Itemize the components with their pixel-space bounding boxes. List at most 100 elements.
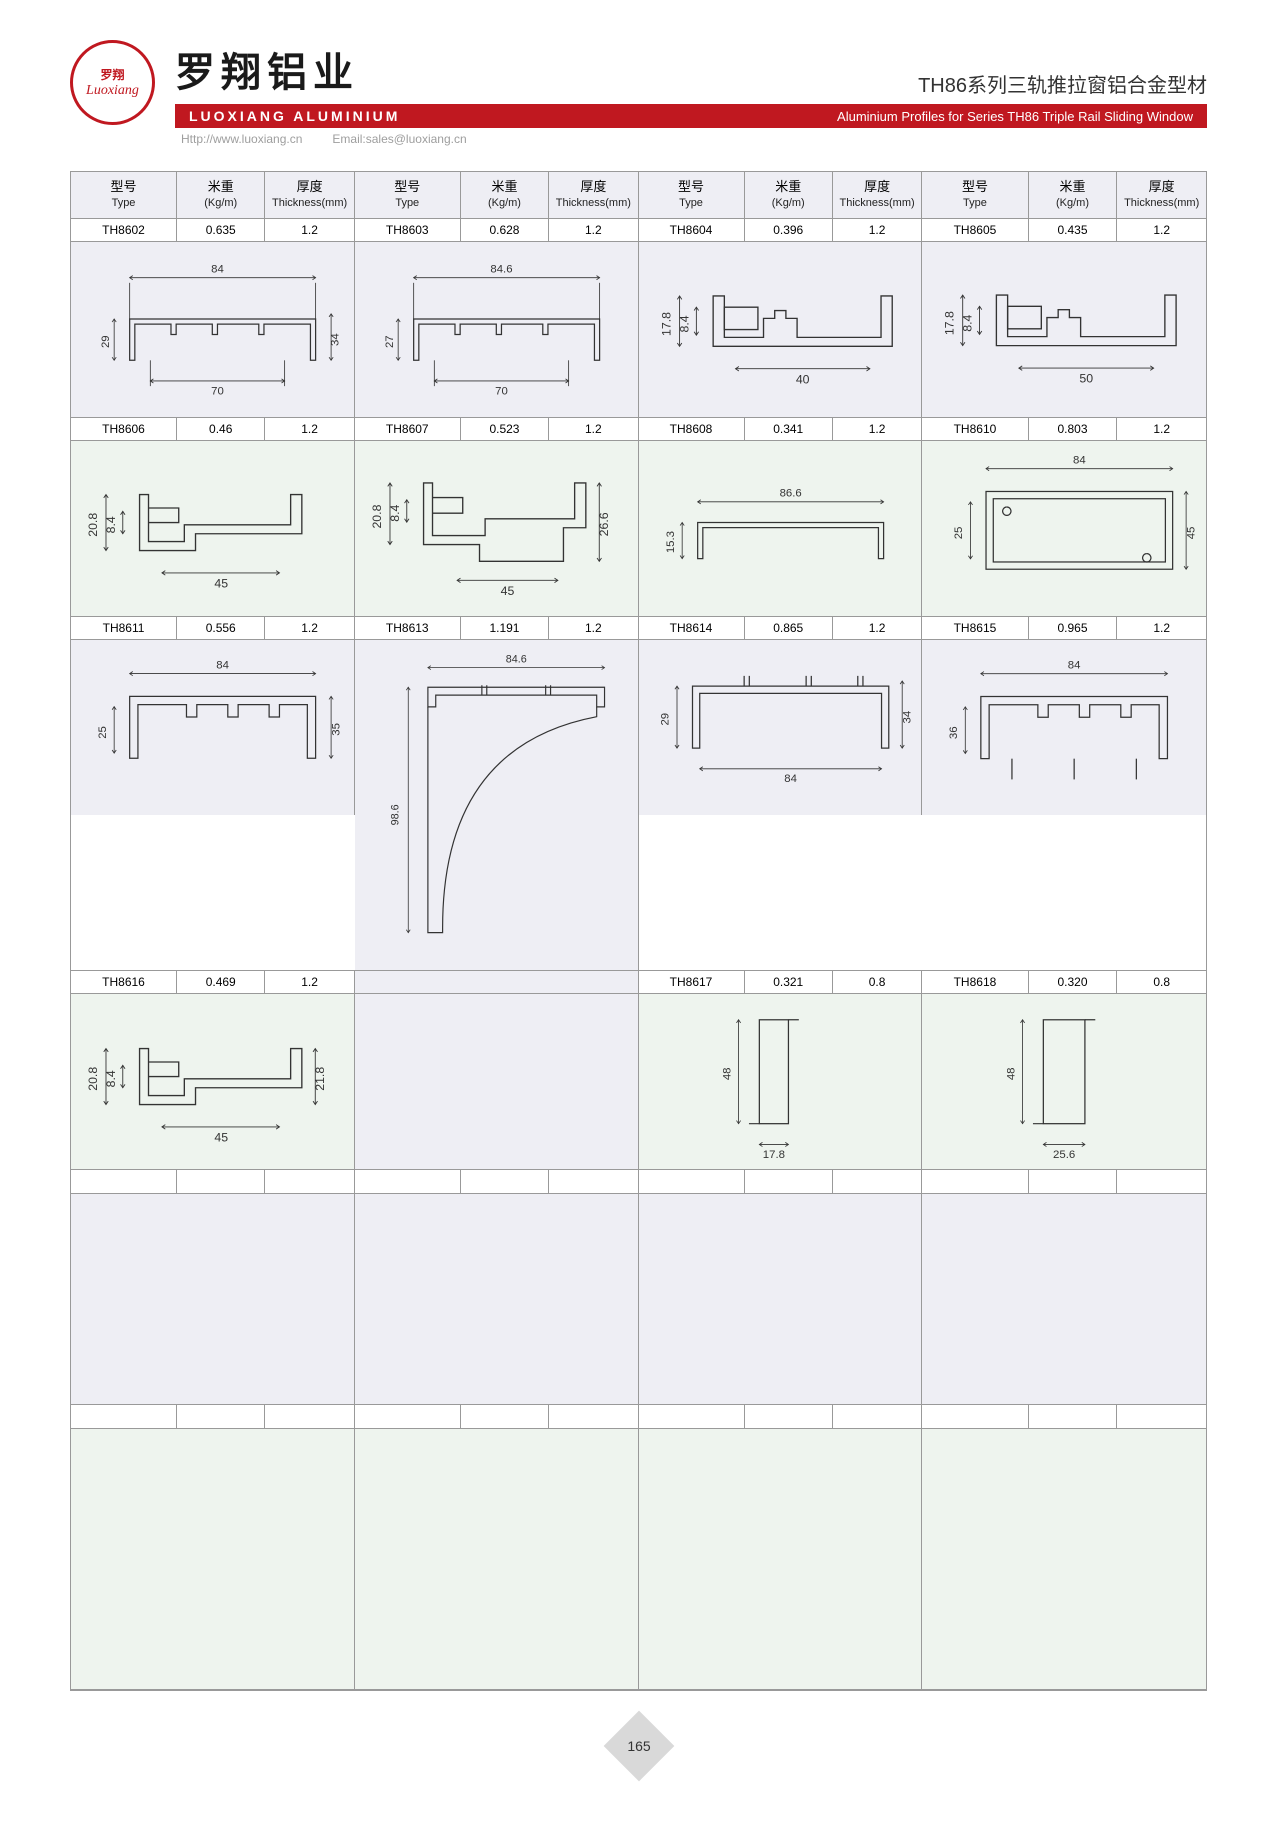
spec-cell: TH86080.3411.2	[639, 418, 923, 440]
spec-type: TH8608	[639, 418, 745, 440]
drawing-cell: 17.8 8.4 50	[922, 242, 1206, 417]
spec-type: TH8607	[355, 418, 461, 440]
column-header: 米重(Kg/m)	[461, 172, 549, 218]
rows-container: TH86020.6351.2TH86030.6281.2TH86040.3961…	[71, 219, 1206, 1171]
svg-text:34: 34	[329, 333, 341, 346]
empty-drawing-row	[71, 1194, 1206, 1405]
brand-cn: 罗翔铝业	[175, 40, 359, 98]
column-header: 米重(Kg/m)	[177, 172, 265, 218]
svg-text:45: 45	[214, 576, 228, 590]
svg-text:8.4: 8.4	[104, 516, 118, 533]
column-header: 型号Type	[639, 172, 745, 218]
title-en: Aluminium Profiles for Series TH86 Tripl…	[837, 109, 1193, 124]
svg-text:48: 48	[721, 1067, 733, 1080]
svg-text:34: 34	[901, 710, 913, 723]
spec-weight: 0.396	[745, 219, 833, 241]
svg-text:84: 84	[216, 659, 229, 671]
spec-cell: TH86140.8651.2	[639, 617, 923, 639]
spec-type: TH8617	[639, 971, 745, 993]
svg-text:84: 84	[784, 773, 797, 785]
drawing-cell: 84 25 45	[922, 441, 1206, 616]
svg-text:35: 35	[330, 723, 342, 736]
drawing-cell: 20.8 8.4 26.6 45	[355, 441, 639, 616]
spec-weight: 0.341	[745, 418, 833, 440]
drawing-cell: 84.6 27 70	[355, 242, 639, 417]
svg-text:17.8: 17.8	[659, 311, 673, 335]
spec-cell: TH86020.6351.2	[71, 219, 355, 241]
spec-row: TH86060.461.2TH86070.5231.2TH86080.3411.…	[71, 418, 1206, 441]
spec-thick: 0.8	[1117, 971, 1206, 993]
svg-text:25: 25	[97, 726, 109, 739]
spec-type: TH8610	[922, 418, 1028, 440]
brand-en: LUOXIANG ALUMINIUM	[189, 108, 400, 124]
svg-text:50: 50	[1080, 372, 1094, 386]
spec-type: TH8602	[71, 219, 177, 241]
svg-text:29: 29	[659, 712, 671, 725]
spec-cell: TH86040.3961.2	[639, 219, 923, 241]
svg-text:20.8: 20.8	[370, 505, 384, 529]
empty-drawing-row	[71, 1429, 1206, 1690]
drawing-row: 84 25 35 84.6 98.6 29 34 84 84 36	[71, 640, 1206, 972]
drawing-cell: 86.6 15.3	[639, 441, 923, 616]
empty-spec-row	[71, 1170, 1206, 1194]
spec-weight: 0.628	[461, 219, 549, 241]
spec-row: TH86110.5561.2TH86131.1911.2TH86140.8651…	[71, 617, 1206, 640]
svg-text:25: 25	[954, 527, 966, 540]
column-header: 厚度Thickness(mm)	[833, 172, 921, 218]
spec-cell	[355, 971, 639, 993]
page: 罗翔 Luoxiang 罗翔铝业 TH86系列三轨推拉窗铝合金型材 LUOXIA…	[0, 0, 1277, 1831]
spec-cell: TH86070.5231.2	[355, 418, 639, 440]
spec-weight: 0.321	[745, 971, 833, 993]
table-header-row: 型号Type米重(Kg/m)厚度Thickness(mm)型号Type米重(Kg…	[71, 172, 1206, 219]
spec-type: TH8611	[71, 617, 177, 639]
spec-thick: 1.2	[833, 418, 921, 440]
spec-cell: TH86060.461.2	[71, 418, 355, 440]
svg-text:84: 84	[1068, 659, 1081, 671]
spec-weight: 0.865	[745, 617, 833, 639]
logo-en: Luoxiang	[86, 83, 139, 99]
spec-thick: 0.8	[833, 971, 921, 993]
spec-thick: 1.2	[265, 617, 353, 639]
svg-text:27: 27	[384, 335, 396, 348]
svg-text:84.6: 84.6	[490, 263, 512, 275]
column-header: 米重(Kg/m)	[1029, 172, 1118, 218]
svg-text:26.6: 26.6	[597, 513, 611, 537]
svg-text:84.6: 84.6	[505, 654, 526, 666]
drawing-row: 20.8 8.4 45 20.8 8.4 26.6 45 86.6 15.3 8…	[71, 441, 1206, 617]
spec-thick: 1.2	[1117, 418, 1206, 440]
page-number: 165	[614, 1721, 664, 1771]
spec-cell: TH86160.4691.2	[71, 971, 355, 993]
column-header: 型号Type	[922, 172, 1028, 218]
svg-text:8.4: 8.4	[104, 1070, 118, 1087]
url: Http://www.luoxiang.cn	[181, 132, 302, 146]
spec-cell: TH86050.4351.2	[922, 219, 1206, 241]
column-header: 厚度Thickness(mm)	[1117, 172, 1206, 218]
svg-text:15.3: 15.3	[664, 531, 676, 553]
drawing-cell: 84 36	[922, 640, 1206, 815]
svg-text:8.4: 8.4	[388, 505, 402, 522]
svg-text:29: 29	[100, 335, 112, 348]
header: 罗翔 Luoxiang 罗翔铝业 TH86系列三轨推拉窗铝合金型材 LUOXIA…	[70, 40, 1207, 146]
logo-cn: 罗翔	[100, 66, 124, 83]
svg-text:17.8: 17.8	[943, 311, 957, 335]
spec-thick: 1.2	[1117, 219, 1206, 241]
spec-weight: 0.320	[1029, 971, 1118, 993]
spec-weight: 0.46	[177, 418, 265, 440]
page-number-wrap: 165	[70, 1721, 1207, 1771]
drawing-cell: 48 17.8	[639, 994, 923, 1169]
header-right: 罗翔铝业 TH86系列三轨推拉窗铝合金型材 LUOXIANG ALUMINIUM…	[175, 40, 1207, 146]
svg-text:45: 45	[214, 1130, 228, 1144]
drawing-cell: 17.8 8.4 40	[639, 242, 923, 417]
svg-text:8.4: 8.4	[677, 315, 691, 332]
svg-text:48: 48	[1005, 1067, 1017, 1080]
spec-type: TH8605	[922, 219, 1028, 241]
drawing-row: 84 29 34 70 84.6 27 70 17.8 8.4 40 17.8 …	[71, 242, 1206, 418]
spec-cell: TH86180.3200.8	[922, 971, 1206, 993]
spec-thick: 1.2	[833, 617, 921, 639]
column-header: 厚度Thickness(mm)	[265, 172, 353, 218]
spec-thick: 1.2	[549, 219, 637, 241]
spec-thick: 1.2	[549, 617, 637, 639]
spec-cell: TH86131.1911.2	[355, 617, 639, 639]
drawing-row: 20.8 8.4 21.8 45 48 17.8 48 25.6	[71, 994, 1206, 1170]
logo: 罗翔 Luoxiang	[70, 40, 155, 125]
